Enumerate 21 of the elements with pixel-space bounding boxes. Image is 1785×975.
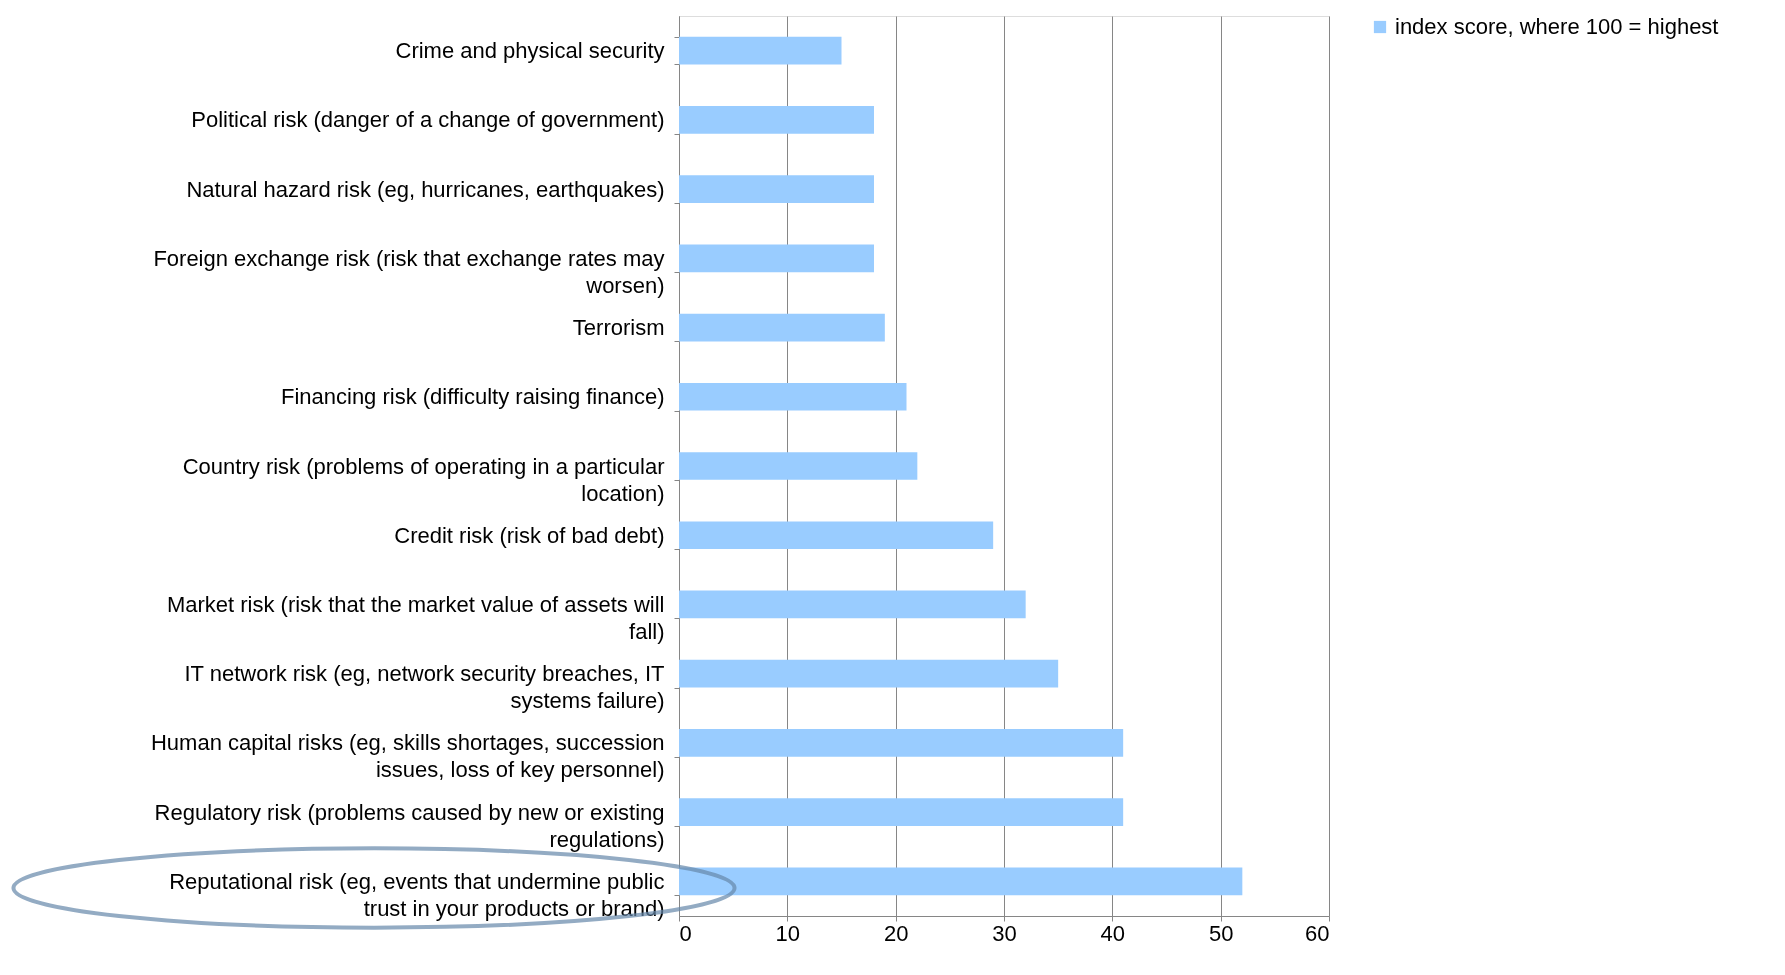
- x-tick-label: 60: [1305, 920, 1330, 946]
- y-tick-label: Credit risk (risk of bad debt): [394, 522, 665, 548]
- x-tick-label: 30: [992, 920, 1017, 946]
- y-tick-label: Terrorism: [572, 315, 665, 341]
- x-tick-label: 10: [775, 920, 801, 946]
- y-tick-label: Political risk (danger of a change of government): [191, 107, 665, 133]
- legend-label: index score, where 100 = highest: [1395, 14, 1719, 39]
- y-tick-label: Natural hazard risk (eg, hurricanes, earthquakes): [186, 176, 665, 202]
- x-tick-label: 50: [1208, 920, 1234, 946]
- x-tick-label: 20: [883, 920, 909, 946]
- x-tick-label: 0: [679, 920, 692, 946]
- y-tick-label: Market risk (risk that the market value of assets will fall): [166, 591, 665, 644]
- x-tick-label: 40: [1100, 920, 1126, 946]
- y-tick-label: Reputational risk (eg, events that undermine public trust in your products or brand): [169, 868, 665, 921]
- y-tick-label: Regulatory risk (problems caused by new or existing regulations): [154, 799, 665, 852]
- y-tick-label: Country risk (problems of operating in a particular location): [182, 453, 665, 506]
- y-tick-label: Financing risk (difficulty raising finance): [280, 384, 665, 410]
- y-tick-label: Human capital risks (eg, skills shortages, succession issues, loss of key personnel): [150, 730, 665, 783]
- y-tick-label: IT network risk (eg, network security breaches, IT systems failure): [184, 661, 665, 714]
- y-tick-label: Foreign exchange risk (risk that exchange rates may worsen): [153, 245, 665, 298]
- y-tick-label: Crime and physical security: [395, 38, 665, 64]
